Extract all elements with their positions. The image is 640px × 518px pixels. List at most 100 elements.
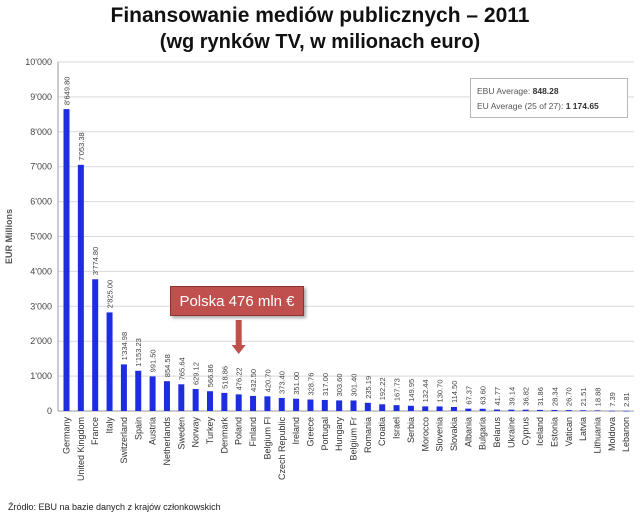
bar — [364, 402, 371, 411]
bar-value-label: 2'825.00 — [106, 280, 115, 309]
bar — [235, 394, 242, 411]
bar-value-label: 31.86 — [536, 387, 545, 406]
x-category-label: France — [90, 417, 100, 445]
bar-value-label: 3'774.80 — [91, 247, 100, 276]
bar — [149, 376, 156, 411]
x-category-label: Ireland — [291, 417, 301, 445]
bar-value-label: 476.22 — [235, 367, 244, 390]
poland-callout: Polska 476 mln € — [170, 286, 304, 316]
x-category-label: Croatia — [377, 417, 387, 446]
ebu-average-value: 848.28 — [532, 86, 559, 96]
bar — [350, 400, 357, 411]
callout-arrow-shaft — [235, 320, 242, 346]
y-axis-label: EUR Millions — [4, 209, 14, 264]
x-category-label: Cyprus — [521, 417, 531, 446]
x-category-label: Slovakia — [449, 417, 459, 451]
bar — [508, 409, 515, 411]
y-tick-label: 9'000 — [30, 92, 52, 102]
bar — [192, 389, 199, 411]
x-category-label: Lithuania — [592, 417, 602, 454]
x-category-label: Austria — [148, 417, 158, 445]
y-tick-label: 10'000 — [25, 57, 52, 67]
bar-value-label: 303.60 — [335, 373, 344, 396]
bar-value-label: 192.22 — [378, 377, 387, 400]
bar-value-label: 765.64 — [177, 357, 186, 380]
bar — [106, 312, 113, 411]
bar-value-label: 235.19 — [364, 376, 373, 399]
x-category-label: Sweden — [176, 417, 186, 450]
bar — [450, 407, 457, 411]
bar-value-label: 2.81 — [622, 392, 631, 407]
bar — [522, 409, 529, 411]
y-tick-label: 6'000 — [30, 197, 52, 207]
bar — [293, 398, 300, 411]
bar — [163, 381, 170, 411]
bar — [407, 405, 414, 411]
bar-value-label: 1'334.98 — [120, 332, 129, 361]
bar-value-label: 854.58 — [163, 354, 172, 377]
x-category-label: Ukraine — [506, 417, 516, 448]
x-category-label: Estonia — [549, 417, 559, 447]
y-tick-label: 2'000 — [30, 336, 52, 346]
bar — [264, 396, 271, 411]
bar — [379, 404, 386, 411]
bar — [278, 397, 285, 411]
callout-arrow-head — [231, 345, 246, 354]
bar — [422, 406, 429, 411]
x-category-label: Latvia — [578, 417, 588, 441]
x-category-label: Slovenia — [435, 417, 445, 452]
bar-value-label: 317.00 — [321, 373, 330, 396]
bar — [178, 384, 185, 411]
bar-value-label: 518.86 — [220, 366, 229, 389]
bar-value-label: 301.40 — [350, 374, 359, 397]
x-category-label: Romania — [363, 417, 373, 453]
x-category-label: Belgium Fr — [349, 417, 359, 461]
bar-value-label: 8'649.80 — [63, 77, 72, 106]
x-category-label: Moldova — [607, 417, 617, 451]
bar — [336, 400, 343, 411]
eu-average-value: 1 174.65 — [565, 101, 599, 111]
bar-value-label: 41.77 — [493, 387, 502, 406]
x-category-label: Hungary — [334, 417, 344, 452]
bar-value-label: 351.00 — [292, 372, 301, 395]
bar-value-label: 26.70 — [565, 387, 574, 406]
bar-value-label: 7'053.38 — [77, 132, 86, 161]
bar — [465, 408, 472, 411]
bar — [135, 370, 142, 411]
bar — [623, 410, 630, 412]
y-tick-label: 3'000 — [30, 301, 52, 311]
bar-value-label: 420.70 — [263, 369, 272, 392]
bar-value-label: 328.76 — [306, 373, 315, 396]
x-category-label: Morocco — [420, 417, 430, 452]
bar — [551, 410, 558, 411]
bar-value-label: 132.44 — [421, 379, 430, 402]
bar — [436, 406, 443, 411]
chart-subtitle: (wg rynków TV, w milionach euro) — [159, 31, 481, 53]
bar — [580, 410, 587, 411]
x-category-label: Switzerland — [119, 417, 129, 464]
x-category-label: Israel — [392, 417, 402, 439]
bar-value-label: 21.51 — [579, 387, 588, 406]
bar-value-label: 39.14 — [507, 387, 516, 406]
x-category-label: Serbia — [406, 417, 416, 443]
x-category-label: Spain — [133, 417, 143, 440]
averages-box: EBU Average: 848.28 EU Average (25 of 27… — [470, 78, 628, 118]
bar — [321, 399, 328, 411]
bar-value-label: 629.12 — [192, 362, 201, 385]
x-category-label: Belgium Fl — [262, 417, 272, 460]
x-category-label: Turkey — [205, 417, 215, 445]
x-category-label: Belarus — [492, 417, 502, 448]
bar-value-label: 36.82 — [522, 387, 531, 406]
x-category-label: Czech Republic — [277, 417, 287, 481]
bar-value-label: 991.50 — [149, 349, 158, 372]
bar-value-label: 7.39 — [608, 392, 617, 407]
bar — [77, 164, 84, 411]
bar — [63, 109, 70, 411]
x-category-label: Italy — [105, 417, 115, 434]
bar — [120, 364, 127, 411]
bar — [479, 408, 486, 411]
x-category-label: Finland — [248, 417, 258, 447]
bar-value-label: 18.88 — [593, 388, 602, 407]
bar-value-label: 1'153.23 — [134, 338, 143, 367]
